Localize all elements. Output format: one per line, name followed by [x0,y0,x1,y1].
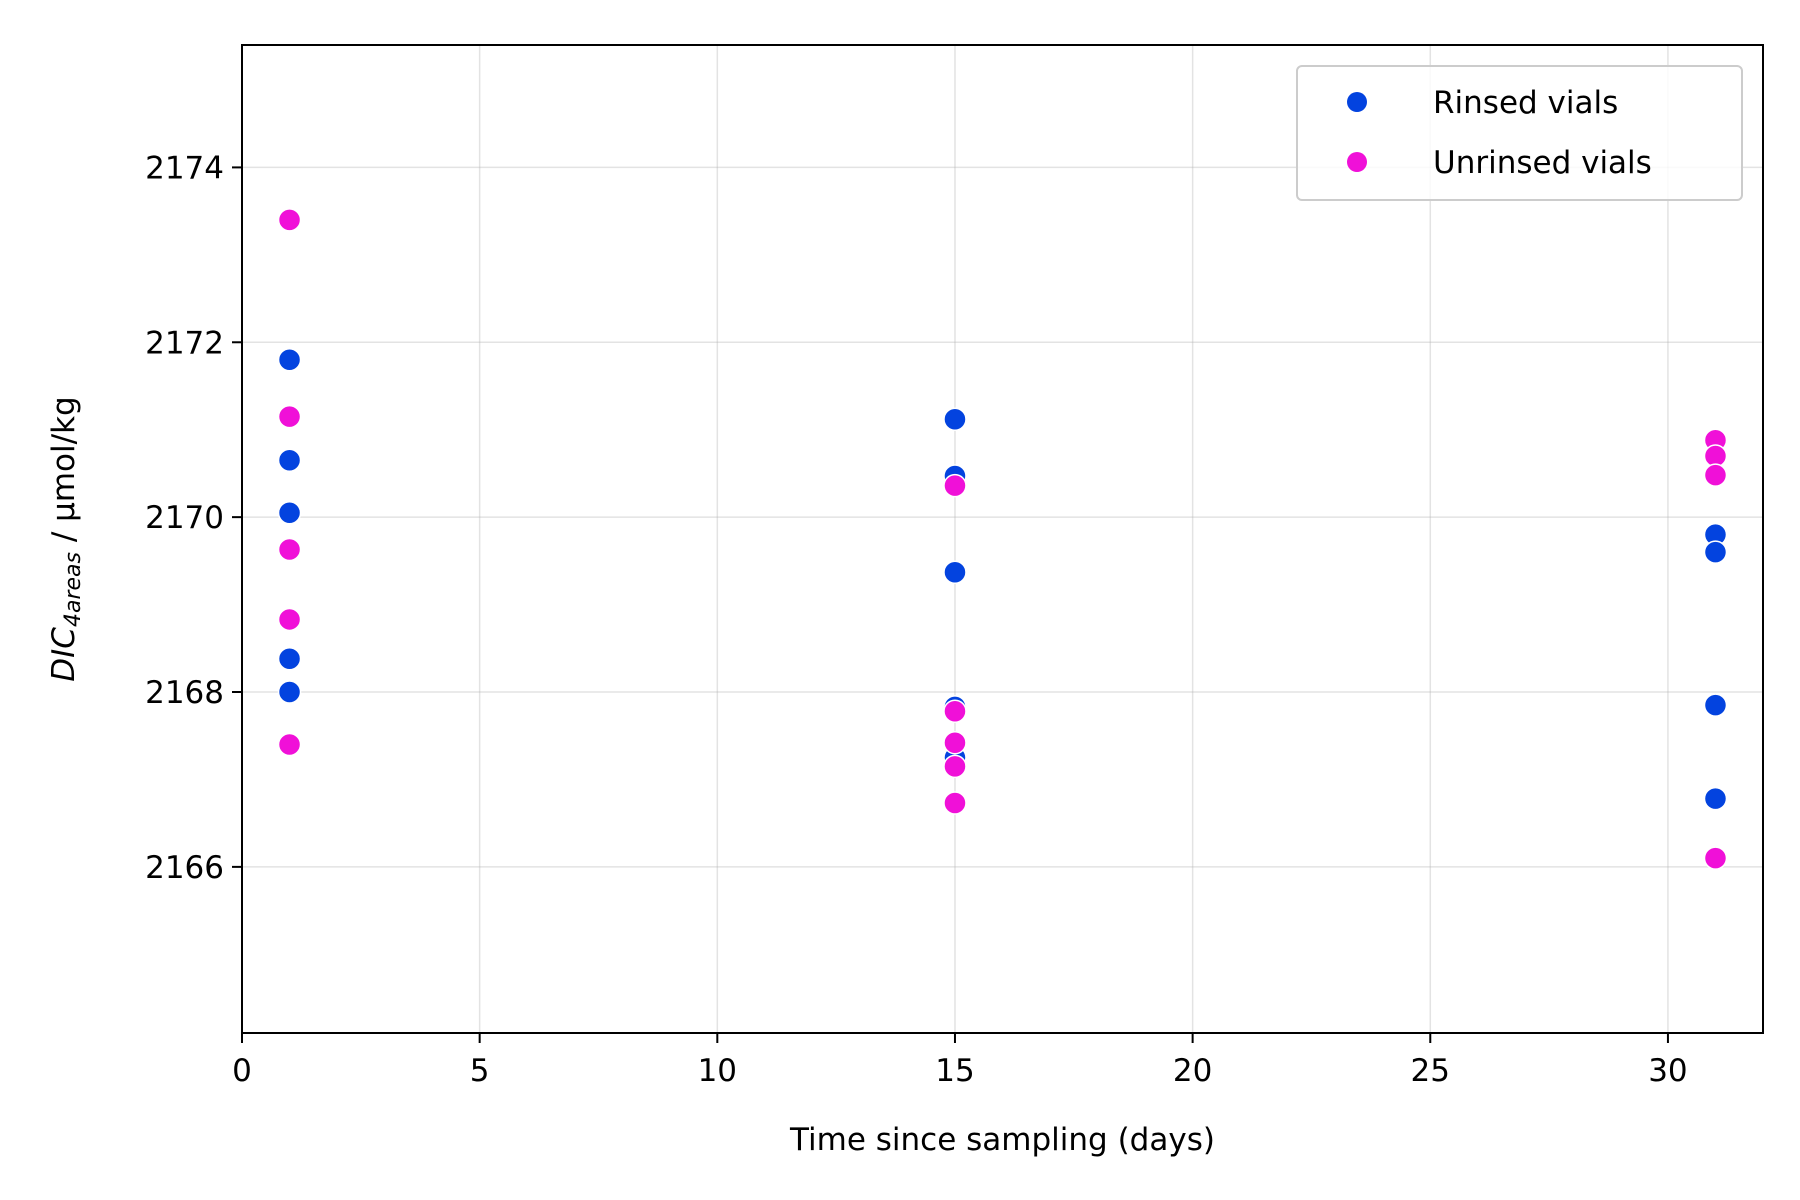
y-tick-label: 2170 [145,500,224,536]
rinsed-data-point [943,407,967,431]
y-axis-label-base: DIC [46,627,82,682]
unrinsed-data-point [1703,846,1728,870]
rinsed-data-point [277,501,302,525]
grid-lines [241,45,1763,1033]
unrinsed-data-point [943,791,967,815]
unrinsed-data-point [943,730,967,755]
unrinsed-data-point [277,537,302,562]
unrinsed-data-point [943,473,967,498]
x-tick-label: 10 [698,1053,737,1089]
x-axis: 0 5 10 15 20 25 30 [232,1033,1688,1089]
unrinsed-data-point [1703,463,1728,487]
y-axis-label-suffix: / μmol/kg [46,396,82,552]
y-tick-label: 2168 [145,675,224,711]
unrinsed-data-point [277,208,302,232]
unrinsed-data-point [277,732,302,757]
x-axis-label: Time since sampling (days) [789,1122,1215,1158]
legend-marker-unrinsed [1347,152,1367,172]
rinsed-data-point [943,560,967,584]
x-tick-label: 5 [470,1053,490,1089]
y-axis-label-subscript: 4areas [61,552,86,627]
rinsed-data-point [277,448,302,473]
y-axis: 2166 2168 2170 2172 2174 [145,150,242,886]
y-axis-label: DIC4areas / μmol/kg [46,396,86,681]
legend-label-rinsed: Rinsed vials [1433,85,1618,121]
y-tick-label: 2166 [145,850,224,886]
rinsed-data-point [277,647,302,671]
x-tick-label: 25 [1411,1053,1450,1089]
rinsed-data-point [1703,786,1728,811]
unrinsed-data-point [943,754,967,779]
x-tick-label: 0 [232,1053,252,1089]
legend-label-unrinsed: Unrinsed vials [1433,145,1652,181]
y-tick-label: 2172 [145,325,224,361]
rinsed-data-point [1703,693,1728,717]
data-points [277,208,1728,870]
rinsed-data-point [277,348,302,372]
unrinsed-data-point [277,404,302,429]
legend-marker-rinsed [1347,92,1367,112]
y-tick-label: 2174 [145,150,224,186]
legend-box [1296,65,1743,201]
unrinsed-data-point [277,607,302,632]
rinsed-data-point [277,680,302,704]
rinsed-data-point [1703,540,1728,564]
unrinsed-data-point [943,699,967,723]
x-tick-label: 20 [1173,1053,1212,1089]
x-tick-label: 30 [1648,1053,1687,1089]
x-tick-label: 15 [935,1053,974,1089]
legend: Rinsed vials Unrinsed vials [1296,65,1743,201]
plot-frame [241,44,1764,1034]
